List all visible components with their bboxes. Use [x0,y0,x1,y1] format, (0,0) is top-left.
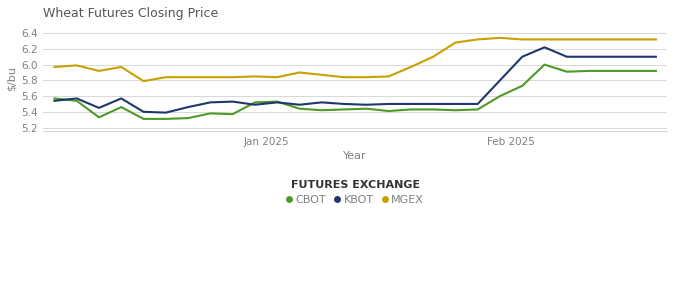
Text: Wheat Futures Closing Price: Wheat Futures Closing Price [43,7,218,20]
X-axis label: Year: Year [343,151,367,161]
Legend: CBOT, KBOT, MGEX: CBOT, KBOT, MGEX [282,175,429,210]
Y-axis label: $/bu: $/bu [7,66,17,91]
